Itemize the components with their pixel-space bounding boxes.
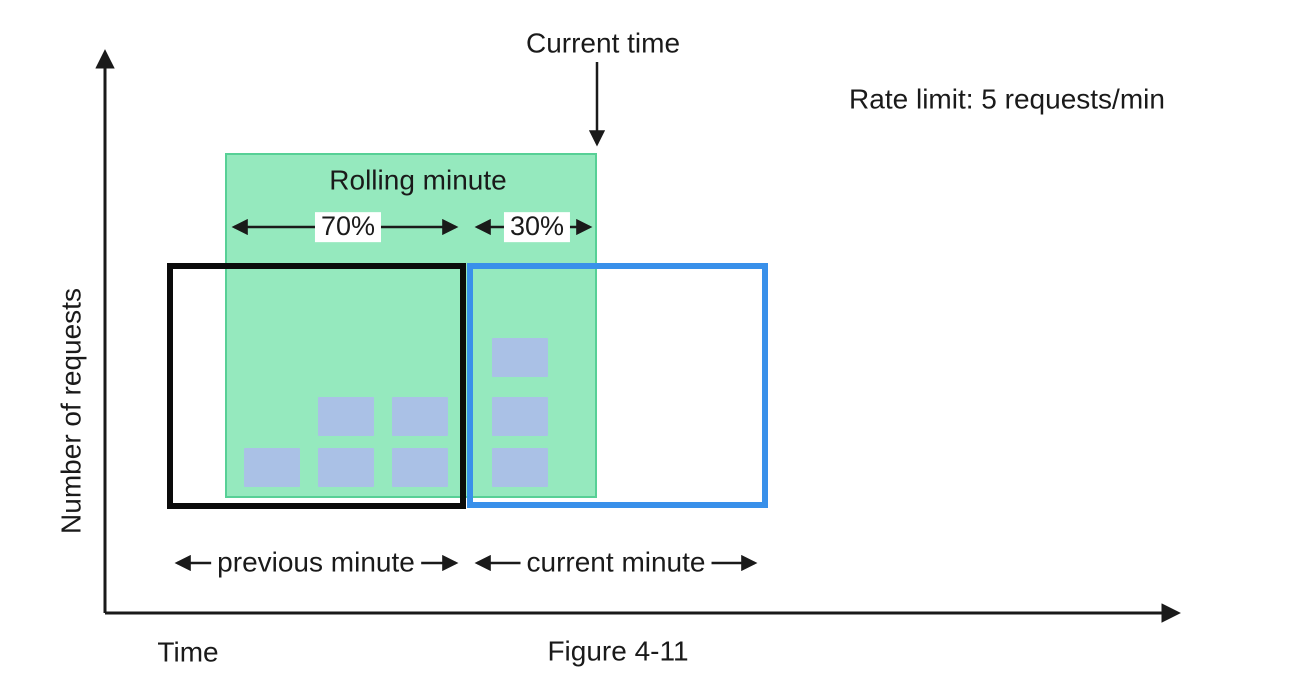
request-block — [392, 397, 448, 436]
request-block — [492, 448, 548, 487]
y-axis-label: Number of requests — [55, 288, 87, 534]
figure-caption: Figure 4-11 — [547, 635, 689, 667]
overlap-30-label: 30% — [503, 211, 571, 242]
request-block — [244, 448, 300, 487]
request-block — [492, 338, 548, 377]
x-axis-label: Time — [157, 636, 219, 668]
request-block — [492, 397, 548, 436]
rolling-minute-label: Rolling minute — [329, 164, 507, 196]
current-minute-box — [467, 263, 768, 508]
rolling-minute-window — [225, 153, 597, 498]
rate-limit-note: Rate limit: 5 requests/min — [849, 83, 1165, 115]
overlap-70-label: 70% — [314, 211, 382, 242]
request-block — [318, 448, 374, 487]
current-time-label: Current time — [525, 27, 681, 59]
request-block — [318, 397, 374, 436]
current-minute-label: current minute — [520, 547, 712, 579]
previous-minute-label: previous minute — [211, 547, 421, 579]
request-block — [392, 448, 448, 487]
previous-minute-box — [167, 263, 466, 509]
